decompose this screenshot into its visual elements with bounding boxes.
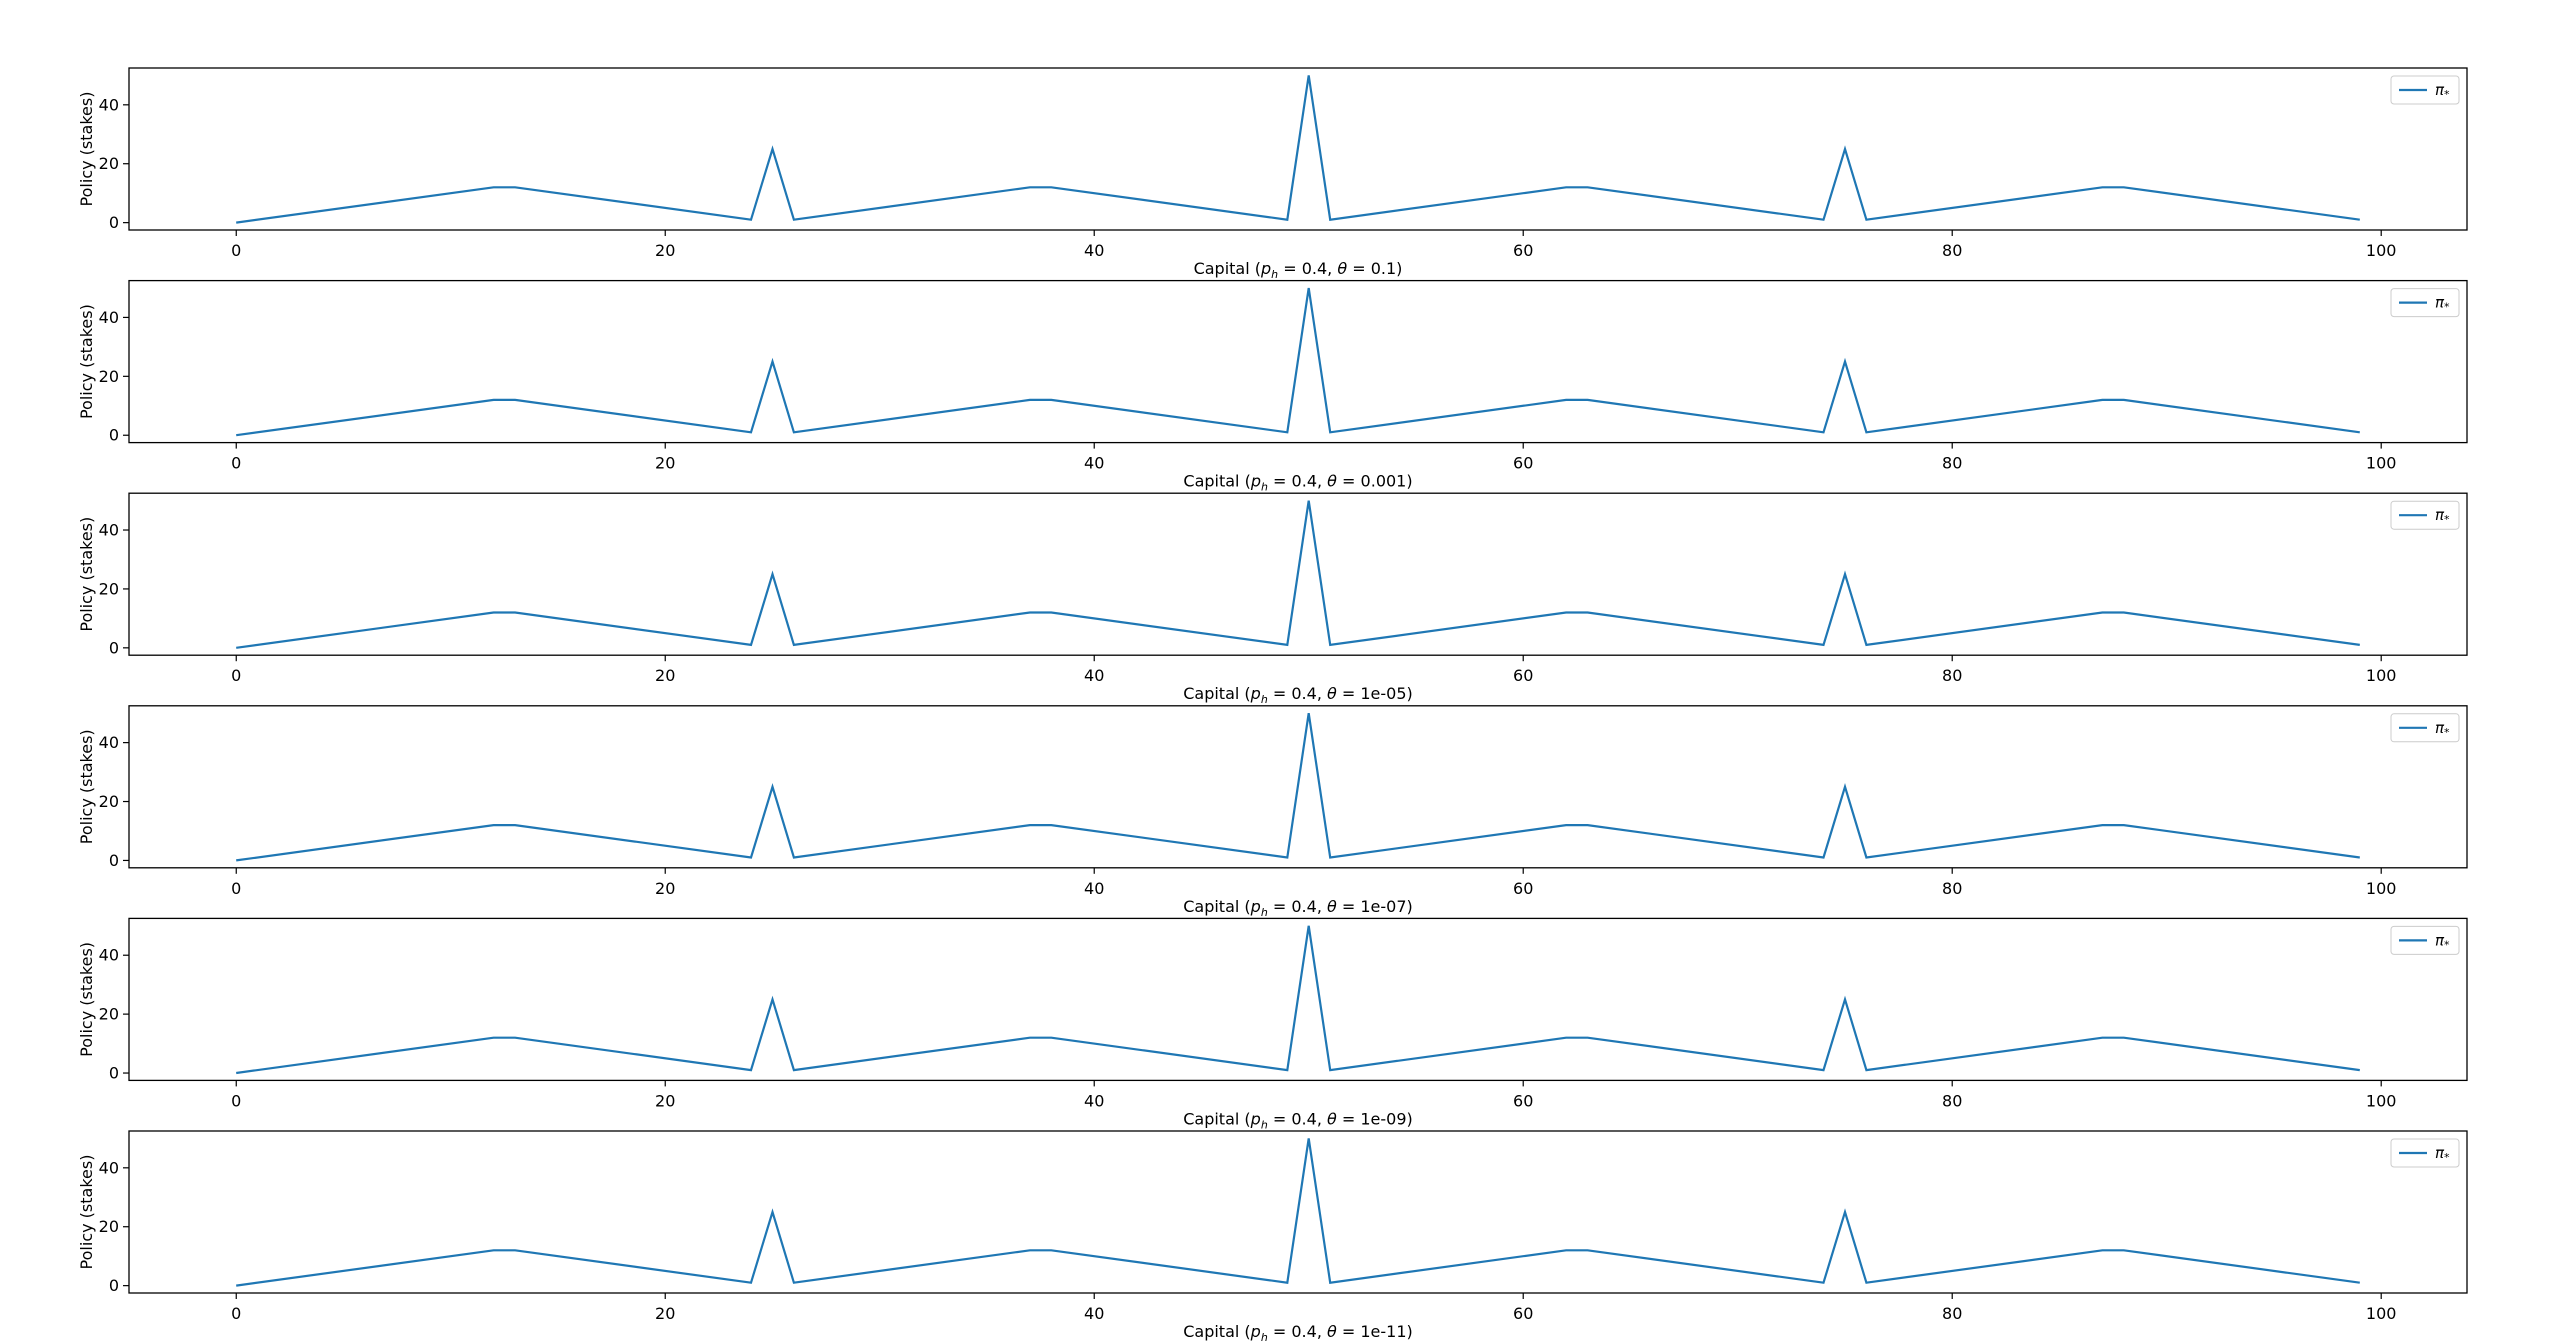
legend-label: π*	[2435, 719, 2450, 739]
x-axis-label: Capital (ph = 0.4, θ = 1e-07)	[1183, 897, 1413, 919]
axes-frame	[128, 279, 2468, 444]
legend: π*	[2390, 75, 2460, 105]
axes-frame	[128, 917, 2468, 1082]
series-line-pi-star	[236, 713, 2360, 862]
x-axis-label: Capital (ph = 0.4, θ = 1e-09)	[1183, 1109, 1413, 1131]
x-tick-label: 80	[1942, 454, 1962, 473]
y-tick-label: 0	[109, 1276, 119, 1295]
x-tick-label: 60	[1513, 666, 1533, 685]
axes-frame	[128, 705, 2468, 869]
y-tick-label: 20	[99, 792, 119, 811]
x-tick-label: 80	[1942, 241, 1962, 260]
series-line-pi-star	[236, 925, 2360, 1075]
x-tick-label: 100	[2366, 454, 2397, 473]
x-axis-label: Capital (ph = 0.4, θ = 1e-05)	[1183, 684, 1413, 706]
x-tick-label: 60	[1513, 1091, 1533, 1110]
axes-frame	[128, 67, 2468, 231]
x-tick-label: 80	[1942, 666, 1962, 685]
x-axis-label: Capital (ph = 0.4, θ = 0.1)	[1194, 259, 1403, 281]
y-tick-label: 0	[109, 213, 119, 232]
y-tick-label: 0	[109, 851, 119, 870]
x-tick-label: 0	[231, 879, 241, 898]
x-tick-label: 20	[655, 454, 675, 473]
x-tick-label: 80	[1942, 879, 1962, 898]
y-tick-label: 40	[99, 946, 119, 965]
legend-label: π*	[2435, 931, 2450, 951]
x-tick-label: 40	[1084, 1091, 1104, 1110]
y-tick-label: 40	[99, 95, 119, 114]
x-tick-label: 0	[231, 454, 241, 473]
x-tick-label: 60	[1513, 454, 1533, 473]
x-tick-label: 20	[655, 666, 675, 685]
legend: π*	[2390, 925, 2460, 955]
y-axis-label: Policy (stakes)	[77, 729, 96, 844]
y-tick-label: 20	[99, 1217, 119, 1236]
x-axis-label: Capital (ph = 0.4, θ = 1e-11)	[1183, 1322, 1413, 1343]
x-tick-label: 20	[655, 241, 675, 260]
x-tick-label: 20	[655, 879, 675, 898]
legend: π*	[2390, 713, 2460, 743]
y-tick-label: 20	[99, 367, 119, 386]
legend-label: π*	[2435, 294, 2450, 314]
x-tick-label: 0	[231, 1091, 241, 1110]
x-tick-label: 80	[1942, 1091, 1962, 1110]
legend: π*	[2390, 500, 2460, 530]
y-tick-label: 40	[99, 1158, 119, 1177]
x-tick-label: 0	[231, 666, 241, 685]
y-tick-label: 0	[109, 426, 119, 445]
x-tick-label: 60	[1513, 879, 1533, 898]
legend-label: π*	[2435, 1144, 2450, 1164]
x-axis-label: Capital (ph = 0.4, θ = 0.001)	[1183, 472, 1412, 494]
x-tick-label: 0	[231, 241, 241, 260]
x-tick-label: 40	[1084, 879, 1104, 898]
legend-label: π*	[2435, 81, 2450, 101]
series-line-pi-star	[236, 75, 2360, 224]
y-tick-label: 20	[99, 579, 119, 598]
x-tick-label: 20	[655, 1091, 675, 1110]
x-tick-label: 40	[1084, 666, 1104, 685]
y-tick-label: 40	[99, 521, 119, 540]
x-tick-label: 40	[1084, 454, 1104, 473]
x-tick-label: 20	[655, 1304, 675, 1323]
axes-frame	[128, 492, 2468, 656]
y-tick-label: 40	[99, 733, 119, 752]
x-tick-label: 100	[2366, 1091, 2397, 1110]
y-tick-label: 20	[99, 1005, 119, 1024]
x-tick-label: 80	[1942, 1304, 1962, 1323]
x-tick-label: 40	[1084, 241, 1104, 260]
series-line-pi-star	[236, 500, 2360, 649]
x-tick-label: 100	[2366, 1304, 2397, 1323]
y-tick-label: 0	[109, 638, 119, 657]
legend: π*	[2390, 288, 2460, 318]
y-axis-label: Policy (stakes)	[77, 942, 96, 1057]
y-tick-label: 0	[109, 1064, 119, 1083]
series-line-pi-star	[236, 1138, 2360, 1287]
y-axis-label: Policy (stakes)	[77, 517, 96, 632]
y-tick-label: 40	[99, 308, 119, 327]
x-tick-label: 100	[2366, 879, 2397, 898]
x-tick-label: 100	[2366, 241, 2397, 260]
y-axis-label: Policy (stakes)	[77, 304, 96, 419]
axes-frame	[128, 1130, 2468, 1294]
legend: π*	[2390, 1138, 2460, 1168]
y-tick-label: 20	[99, 154, 119, 173]
x-tick-label: 100	[2366, 666, 2397, 685]
x-tick-label: 60	[1513, 1304, 1533, 1323]
series-line-pi-star	[236, 287, 2360, 437]
x-tick-label: 40	[1084, 1304, 1104, 1323]
x-tick-label: 60	[1513, 241, 1533, 260]
y-axis-label: Policy (stakes)	[77, 92, 96, 207]
legend-label: π*	[2435, 506, 2450, 526]
y-axis-label: Policy (stakes)	[77, 1155, 96, 1270]
x-tick-label: 0	[231, 1304, 241, 1323]
